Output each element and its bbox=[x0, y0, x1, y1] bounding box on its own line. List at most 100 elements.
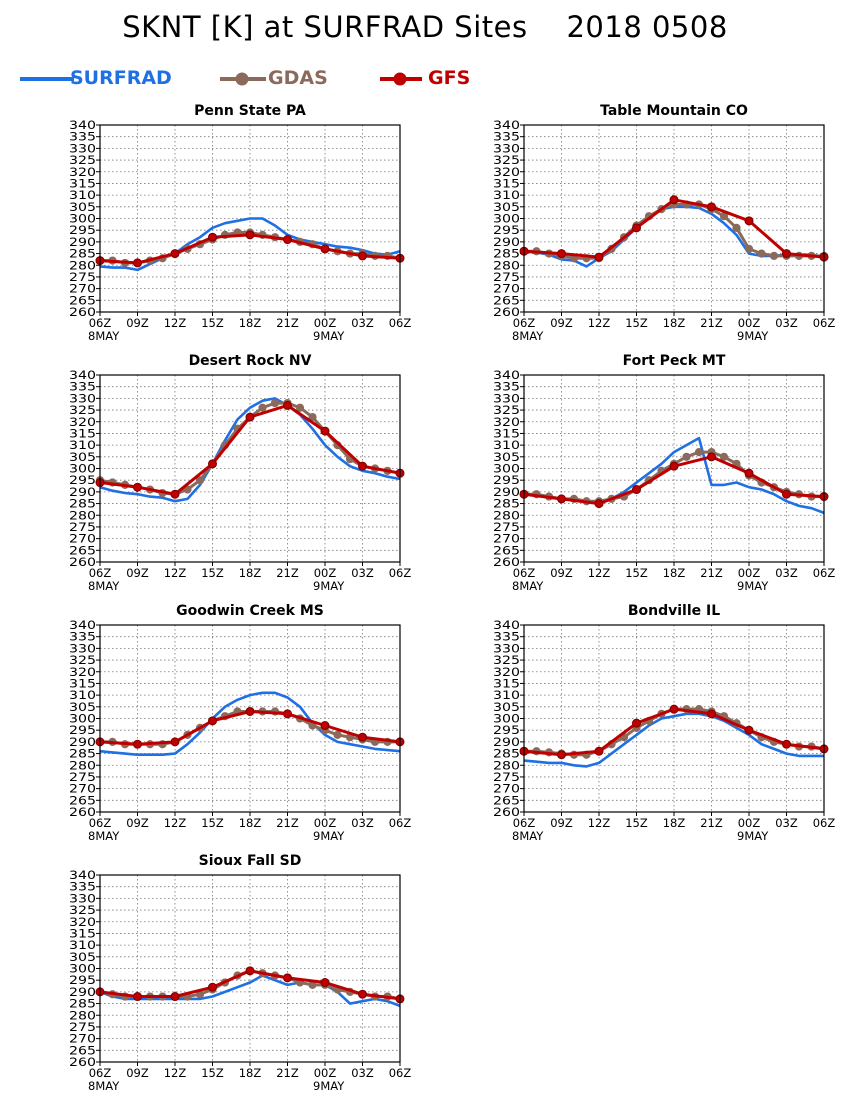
data-point-gdas bbox=[732, 223, 741, 232]
data-point-gfs bbox=[358, 732, 367, 742]
data-point-gfs bbox=[208, 716, 217, 726]
x-tick-label: 03Z bbox=[351, 566, 374, 580]
data-point-gfs bbox=[782, 739, 791, 749]
y-tick-label: 315 bbox=[69, 926, 96, 940]
x-tick-label: 15Z bbox=[201, 1066, 224, 1080]
y-tick-label: 275 bbox=[493, 520, 520, 534]
series-line-surfrad bbox=[99, 691, 401, 757]
y-tick-label: 295 bbox=[493, 223, 520, 237]
x-tick-label: 21Z bbox=[700, 316, 723, 330]
y-tick-label: 340 bbox=[69, 368, 96, 382]
x-date-label: 8MAY bbox=[88, 579, 120, 593]
data-point-gdas bbox=[694, 448, 704, 457]
x-tick-label: 21Z bbox=[276, 316, 299, 330]
y-tick-label: 320 bbox=[493, 665, 520, 679]
y-tick-label: 290 bbox=[69, 985, 96, 999]
data-point-gfs bbox=[557, 750, 566, 760]
x-tick-label: 00Z bbox=[314, 316, 337, 330]
y-tick-label: 270 bbox=[493, 282, 520, 296]
y-tick-label: 285 bbox=[69, 997, 96, 1011]
x-tick-label: 00Z bbox=[738, 316, 761, 330]
x-tick-label: 12Z bbox=[588, 316, 611, 330]
y-tick-label: 275 bbox=[69, 520, 96, 534]
data-point-gfs bbox=[245, 966, 255, 976]
y-tick-label: 340 bbox=[69, 618, 96, 632]
data-point-gfs bbox=[320, 426, 330, 436]
data-point-gdas bbox=[682, 452, 691, 461]
x-tick-label: 18Z bbox=[239, 816, 262, 830]
y-tick-label: 300 bbox=[69, 212, 96, 226]
y-tick-label: 330 bbox=[69, 391, 96, 405]
data-point-gdas bbox=[757, 249, 766, 258]
plot-frame bbox=[99, 374, 401, 563]
data-point-gfs bbox=[744, 216, 754, 226]
x-tick-label: 15Z bbox=[201, 566, 224, 580]
data-point-gfs bbox=[245, 706, 255, 716]
y-tick-label: 285 bbox=[493, 497, 520, 511]
y-tick-label: 335 bbox=[69, 130, 96, 144]
y-tick-label: 285 bbox=[69, 747, 96, 761]
y-tick-label: 290 bbox=[69, 235, 96, 249]
y-tick-label: 315 bbox=[493, 176, 520, 190]
y-tick-label: 325 bbox=[493, 653, 520, 667]
y-tick-label: 340 bbox=[69, 118, 96, 132]
data-point-gdas bbox=[769, 251, 779, 260]
y-tick-label: 285 bbox=[69, 247, 96, 261]
x-tick-label: 15Z bbox=[625, 566, 648, 580]
x-tick-label: 00Z bbox=[314, 1066, 337, 1080]
data-point-gfs bbox=[283, 973, 292, 983]
panel-title: Sioux Fall SD bbox=[199, 853, 302, 869]
y-tick-label: 305 bbox=[493, 200, 520, 214]
y-tick-label: 335 bbox=[69, 630, 96, 644]
data-point-gdas bbox=[258, 403, 267, 412]
y-tick-label: 310 bbox=[493, 188, 520, 202]
y-tick-label: 295 bbox=[69, 473, 96, 487]
y-tick-label: 310 bbox=[69, 438, 96, 452]
x-tick-label: 12Z bbox=[164, 816, 187, 830]
x-tick-label: 09Z bbox=[550, 566, 573, 580]
y-tick-label: 335 bbox=[493, 380, 520, 394]
y-tick-label: 265 bbox=[493, 293, 520, 307]
x-tick-label: 18Z bbox=[239, 1066, 262, 1080]
y-tick-label: 320 bbox=[69, 915, 96, 929]
y-tick-label: 315 bbox=[493, 426, 520, 440]
y-tick-label: 340 bbox=[493, 618, 520, 632]
y-tick-label: 290 bbox=[69, 735, 96, 749]
y-tick-label: 330 bbox=[493, 641, 520, 655]
legend-marker-gfs bbox=[393, 72, 407, 86]
y-tick-label: 265 bbox=[69, 1043, 96, 1057]
y-tick-label: 300 bbox=[493, 212, 520, 226]
legend: SURFRAD GDAS GFS bbox=[0, 62, 850, 98]
x-tick-label: 12Z bbox=[588, 566, 611, 580]
y-tick-label: 330 bbox=[69, 891, 96, 905]
y-tick-label: 270 bbox=[69, 782, 96, 796]
x-date-label: 9MAY bbox=[313, 579, 345, 593]
x-tick-label: 03Z bbox=[775, 316, 798, 330]
data-point-gfs bbox=[245, 412, 255, 422]
data-point-gfs bbox=[557, 249, 566, 259]
x-tick-label: 12Z bbox=[164, 1066, 187, 1080]
y-tick-label: 275 bbox=[69, 770, 96, 784]
data-point-gfs bbox=[208, 982, 217, 992]
x-date-label: 8MAY bbox=[88, 1079, 120, 1093]
y-tick-label: 325 bbox=[493, 403, 520, 417]
x-tick-label: 03Z bbox=[351, 816, 374, 830]
legend-item-surfrad: SURFRAD bbox=[18, 62, 208, 98]
data-point-gfs bbox=[707, 709, 716, 719]
data-point-gfs bbox=[782, 489, 791, 499]
data-point-gfs bbox=[320, 244, 330, 254]
x-tick-label: 15Z bbox=[625, 816, 648, 830]
x-tick-label: 12Z bbox=[164, 566, 187, 580]
data-point-gfs bbox=[283, 400, 292, 410]
y-tick-label: 295 bbox=[493, 473, 520, 487]
data-point-gdas bbox=[333, 730, 342, 739]
y-tick-label: 295 bbox=[69, 723, 96, 737]
data-point-gfs bbox=[170, 249, 180, 259]
x-tick-label: 21Z bbox=[276, 816, 299, 830]
y-tick-label: 285 bbox=[69, 497, 96, 511]
